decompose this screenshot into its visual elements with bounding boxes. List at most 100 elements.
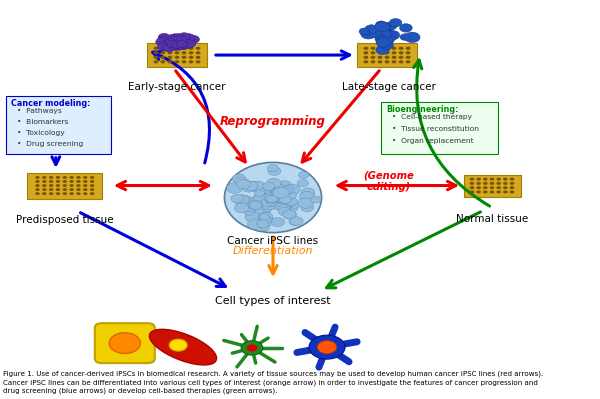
Circle shape	[490, 190, 494, 194]
Circle shape	[62, 192, 67, 195]
Circle shape	[510, 178, 514, 181]
Circle shape	[369, 28, 385, 38]
Circle shape	[271, 199, 287, 210]
Circle shape	[42, 192, 46, 195]
Circle shape	[289, 218, 300, 225]
Circle shape	[252, 217, 268, 228]
Circle shape	[180, 41, 192, 49]
Circle shape	[167, 51, 172, 54]
Circle shape	[290, 217, 303, 225]
Circle shape	[188, 47, 193, 50]
Circle shape	[166, 35, 178, 43]
Circle shape	[510, 186, 514, 189]
Circle shape	[510, 182, 514, 185]
Circle shape	[483, 178, 488, 181]
Circle shape	[49, 184, 53, 187]
Circle shape	[175, 56, 179, 59]
Circle shape	[196, 51, 200, 54]
Circle shape	[254, 190, 265, 197]
Circle shape	[266, 190, 280, 199]
Circle shape	[406, 47, 410, 50]
Circle shape	[188, 51, 193, 54]
Circle shape	[400, 24, 412, 32]
Circle shape	[172, 35, 182, 42]
Circle shape	[255, 206, 271, 216]
Circle shape	[83, 192, 88, 195]
Circle shape	[176, 36, 187, 43]
Circle shape	[227, 183, 242, 194]
Text: Reprogramming: Reprogramming	[220, 115, 326, 128]
Circle shape	[376, 38, 391, 47]
Circle shape	[483, 186, 488, 189]
Circle shape	[35, 180, 40, 183]
Circle shape	[154, 56, 158, 59]
Text: •  Toxicology: • Toxicology	[17, 130, 65, 136]
Circle shape	[268, 183, 284, 194]
Circle shape	[161, 56, 166, 59]
Circle shape	[278, 181, 292, 190]
Circle shape	[76, 192, 80, 195]
Text: Figure 1. Use of cancer-derived iPSCs in biomedical research. A variety of tissu: Figure 1. Use of cancer-derived iPSCs in…	[3, 370, 543, 377]
Circle shape	[49, 192, 53, 195]
Circle shape	[483, 182, 488, 185]
Circle shape	[298, 180, 308, 187]
Circle shape	[231, 194, 244, 203]
Circle shape	[167, 56, 172, 59]
Circle shape	[247, 344, 257, 352]
Circle shape	[244, 209, 254, 215]
Circle shape	[182, 51, 187, 54]
Circle shape	[385, 22, 397, 30]
Circle shape	[364, 47, 368, 50]
Circle shape	[271, 217, 284, 227]
Circle shape	[158, 34, 170, 41]
Circle shape	[35, 192, 40, 195]
Circle shape	[239, 179, 249, 186]
Circle shape	[235, 177, 247, 185]
FancyBboxPatch shape	[95, 323, 155, 363]
Text: Cancer iPSC lines can be differentiated into various cell types of interest (ora: Cancer iPSC lines can be differentiated …	[3, 379, 538, 385]
Circle shape	[280, 196, 292, 203]
Circle shape	[272, 188, 286, 197]
Circle shape	[265, 189, 277, 196]
Circle shape	[503, 182, 508, 185]
Circle shape	[398, 60, 403, 63]
Circle shape	[386, 31, 400, 40]
Circle shape	[380, 41, 394, 49]
Circle shape	[236, 180, 251, 189]
Circle shape	[264, 193, 280, 203]
Circle shape	[169, 339, 187, 351]
Circle shape	[158, 36, 170, 44]
FancyBboxPatch shape	[6, 96, 111, 154]
Circle shape	[260, 221, 270, 227]
Circle shape	[70, 180, 74, 183]
Circle shape	[392, 56, 397, 59]
Text: Normal tissue: Normal tissue	[456, 214, 528, 224]
Text: (Genome
editing): (Genome editing)	[364, 171, 414, 192]
Circle shape	[183, 34, 195, 41]
Circle shape	[90, 176, 94, 179]
Circle shape	[262, 205, 272, 211]
Circle shape	[42, 188, 46, 191]
Circle shape	[309, 335, 345, 359]
Circle shape	[62, 176, 67, 179]
Circle shape	[167, 60, 172, 63]
Circle shape	[196, 47, 200, 50]
Circle shape	[271, 190, 285, 199]
Circle shape	[76, 176, 80, 179]
Circle shape	[317, 341, 337, 354]
Circle shape	[154, 60, 158, 63]
Circle shape	[56, 192, 60, 195]
Circle shape	[268, 190, 283, 201]
Circle shape	[250, 201, 262, 209]
Circle shape	[70, 184, 74, 187]
Circle shape	[385, 60, 389, 63]
Circle shape	[398, 47, 403, 50]
Circle shape	[470, 190, 474, 194]
Circle shape	[156, 38, 168, 46]
Circle shape	[161, 60, 166, 63]
Circle shape	[286, 192, 296, 199]
Circle shape	[167, 40, 178, 47]
Circle shape	[83, 188, 88, 191]
Circle shape	[83, 176, 88, 179]
Circle shape	[49, 180, 53, 183]
